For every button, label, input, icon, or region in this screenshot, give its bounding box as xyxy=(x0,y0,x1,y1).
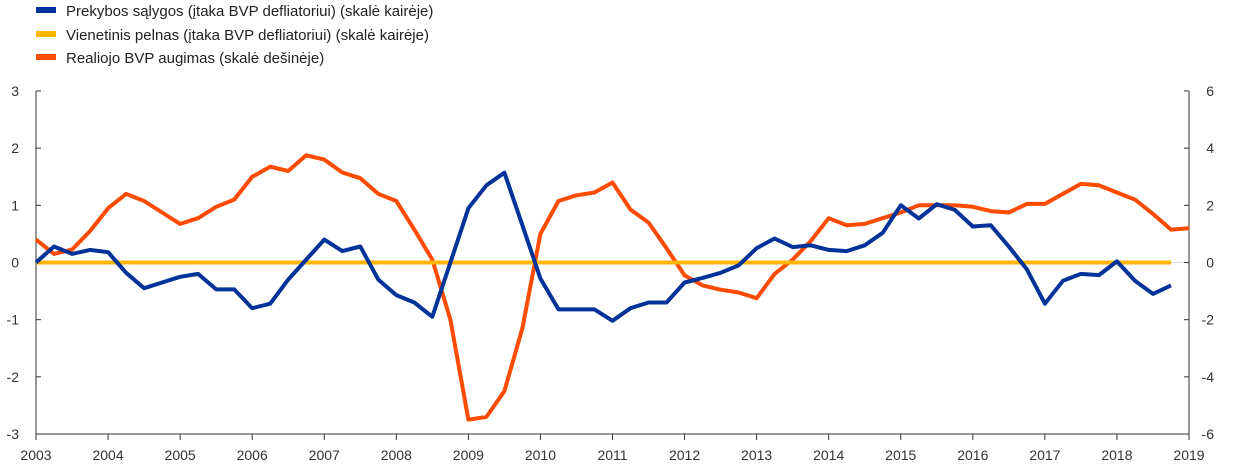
legend-label-terms-of-trade: Prekybos sąlygos (įtaka BVP defliatoriui… xyxy=(66,3,433,20)
legend-item-real-gdp-growth[interactable]: Realiojo BVP augimas (skalė dešinėje) xyxy=(36,50,324,67)
legend: Prekybos sąlygos (įtaka BVP defliatoriui… xyxy=(36,3,433,67)
x-tick-label: 2017 xyxy=(1029,447,1060,463)
left-tick-label: -1 xyxy=(7,312,20,328)
x-tick-label: 2008 xyxy=(381,447,412,463)
right-tick-label: 6 xyxy=(1206,83,1214,99)
legend-label-real-gdp-growth: Realiojo BVP augimas (skalė dešinėje) xyxy=(66,50,324,67)
terms-of-trade-line xyxy=(34,170,1172,323)
x-tick-label: 2004 xyxy=(92,447,123,463)
right-tick-label: 0 xyxy=(1206,255,1214,271)
left-tick-label: 3 xyxy=(11,83,19,99)
right-tick-label: -2 xyxy=(1202,312,1215,328)
legend-item-terms-of-trade[interactable]: Prekybos sąlygos (įtaka BVP defliatoriui… xyxy=(36,3,433,20)
left-tick-label: 0 xyxy=(11,255,19,271)
legend-swatch-real-gdp-growth xyxy=(36,54,56,60)
legend-label-unit-profits: Vienetinis pelnas (įtaka BVP defliatoriu… xyxy=(66,27,429,44)
x-tick-label: 2018 xyxy=(1101,447,1132,463)
series-lines xyxy=(34,153,1190,422)
x-tick-label: 2014 xyxy=(813,447,844,463)
real-gdp-growth-line xyxy=(34,153,1190,422)
x-tick-label: 2006 xyxy=(237,447,268,463)
left-tick-label: -2 xyxy=(7,369,20,385)
x-tick-label: 2019 xyxy=(1173,447,1204,463)
x-tick-label: 2010 xyxy=(525,447,556,463)
x-tick-label: 2003 xyxy=(20,447,51,463)
right-tick-label: -6 xyxy=(1202,426,1215,442)
x-tick-label: 2016 xyxy=(957,447,988,463)
legend-item-unit-profits[interactable]: Vienetinis pelnas (įtaka BVP defliatoriu… xyxy=(36,27,429,44)
left-tick-label: -3 xyxy=(7,426,20,442)
x-tick-label: 2013 xyxy=(741,447,772,463)
x-tick-label: 2015 xyxy=(885,447,916,463)
right-tick-label: 2 xyxy=(1206,197,1214,213)
x-tick-label: 2007 xyxy=(309,447,340,463)
x-tick-label: 2009 xyxy=(453,447,484,463)
x-tick-label: 2011 xyxy=(597,447,627,463)
tick-labels: 3 2 1 0 -1 -2 -3 6 4 2 0 -2 -4 -6 2003 2004 2005 2006 2007… xyxy=(7,83,1215,463)
legend-swatch-terms-of-trade xyxy=(36,7,56,13)
x-tick-label: 2005 xyxy=(165,447,196,463)
left-tick-label: 1 xyxy=(11,197,19,213)
x-tick-label: 2012 xyxy=(669,447,700,463)
legend-swatch-unit-profits xyxy=(36,31,56,37)
left-tick-label: 2 xyxy=(11,140,19,156)
right-tick-label: 4 xyxy=(1206,140,1214,156)
axes xyxy=(35,90,1190,440)
right-tick-label: -4 xyxy=(1202,369,1215,385)
